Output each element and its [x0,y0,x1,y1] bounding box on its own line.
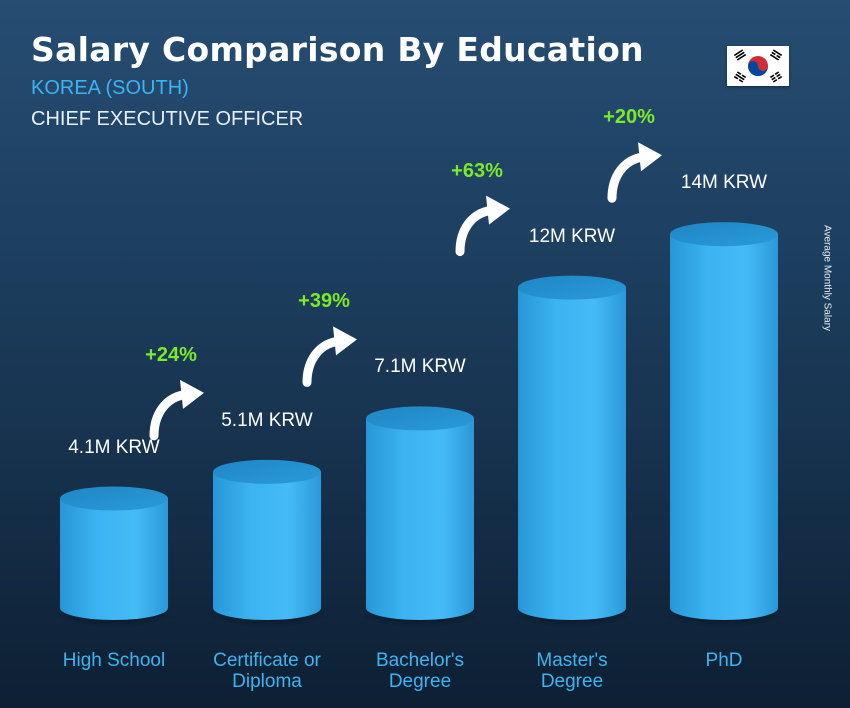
value-label: 12M KRW [528,225,616,247]
bar [662,222,786,628]
bar [358,406,482,628]
category-label: High School [62,650,166,671]
bar [205,459,329,628]
job-title: CHIEF EXECUTIVE OFFICER [31,108,304,130]
increase-arrow-icon [607,142,662,203]
bar [510,275,634,628]
south-korea-flag-icon [727,46,789,86]
increase-label: +20% [603,106,655,129]
increase-label: +63% [451,159,503,182]
value-label: 7.1M KRW [374,356,466,378]
category-label: PhD [705,650,743,671]
category-label: Master's Degree [536,650,608,692]
page-title: Salary Comparison By Education [31,30,644,69]
increase-label: +24% [145,343,197,366]
bar [52,486,176,628]
value-label: 5.1M KRW [221,409,313,431]
increase-arrow-icon [302,326,357,387]
increase-arrow-icon [149,379,204,441]
increase-label: +39% [298,290,350,313]
value-label: 14M KRW [680,172,768,194]
country-label: KOREA (SOUTH) [31,77,189,99]
increase-arrow-icon [455,195,510,257]
category-label: Bachelor's Degree [375,650,465,692]
value-label: 4.1M KRW [68,436,160,458]
category-label: Certificate or Diploma [213,650,321,692]
